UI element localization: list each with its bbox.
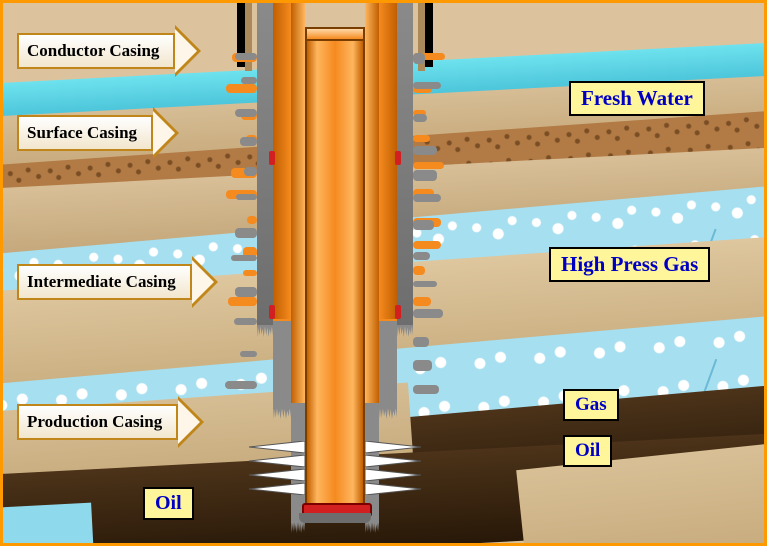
arrow-body: Conductor Casing	[17, 33, 175, 69]
perforation	[365, 469, 421, 481]
drip	[413, 337, 429, 346]
drip	[244, 167, 257, 175]
casing-coupling	[269, 305, 275, 319]
inter-casing-right	[365, 3, 379, 403]
drip	[413, 194, 441, 202]
arrow-point	[153, 107, 179, 159]
surface-casing-left	[273, 3, 291, 321]
drip	[413, 162, 444, 169]
casing-coupling	[269, 151, 275, 165]
perforation	[249, 455, 305, 467]
casing-arrow-1: Surface Casing	[17, 107, 179, 159]
stratum-water-corner	[0, 503, 95, 546]
arrow-body: Intermediate Casing	[17, 264, 192, 300]
tubing-top	[305, 27, 365, 41]
drip	[235, 228, 257, 239]
drip	[234, 318, 257, 324]
casing-arrow-2: Intermediate Casing	[17, 256, 218, 308]
drip	[236, 194, 257, 201]
formation-label-4: Oil	[143, 487, 194, 520]
drip	[413, 114, 427, 122]
inter-casing-left	[291, 3, 305, 403]
perforation	[365, 483, 421, 495]
drip	[413, 252, 430, 260]
cement-inter-left	[273, 321, 291, 409]
arrow-body: Surface Casing	[17, 115, 153, 151]
casing-arrow-0: Conductor Casing	[17, 25, 201, 77]
drip	[413, 297, 431, 306]
casing-shoe-base	[299, 513, 371, 523]
drip	[228, 297, 257, 306]
casing-coupling	[395, 305, 401, 319]
drip	[240, 351, 257, 357]
drip	[413, 135, 430, 142]
perforation	[365, 441, 421, 453]
drip	[413, 146, 437, 155]
formation-label-0: Fresh Water	[569, 81, 705, 116]
well-casing-diagram: Conductor Casing Surface Casing Intermedia…	[0, 0, 767, 546]
drip	[241, 77, 257, 84]
cement-inter-right	[379, 321, 397, 409]
drip	[247, 216, 257, 224]
drip	[413, 220, 434, 230]
cement-surface-right	[397, 3, 413, 327]
formation-label-3: Oil	[563, 435, 612, 467]
perforation	[365, 455, 421, 467]
formation-label-2: Gas	[563, 389, 619, 421]
arrow-point	[192, 256, 218, 308]
drip	[413, 360, 432, 370]
drip	[413, 281, 437, 288]
formation-label-1: High Press Gas	[549, 247, 710, 282]
drip	[413, 170, 437, 181]
drip	[413, 82, 441, 88]
casing-arrow-3: Production Casing	[17, 396, 204, 448]
arrow-body: Production Casing	[17, 404, 178, 440]
drip	[413, 241, 441, 249]
drip	[243, 270, 257, 276]
perforation	[249, 483, 305, 495]
drip	[226, 84, 257, 93]
drip	[235, 53, 257, 60]
drip	[235, 109, 257, 117]
production-tubing	[305, 27, 365, 515]
drip	[413, 385, 439, 394]
casing-coupling	[395, 151, 401, 165]
arrow-point	[178, 396, 204, 448]
perforation	[249, 441, 305, 453]
arrow-point	[175, 25, 201, 77]
drip	[413, 266, 425, 275]
drip	[231, 255, 257, 262]
perforation	[249, 469, 305, 481]
drip	[225, 381, 257, 389]
drip	[413, 53, 425, 64]
drip	[235, 287, 257, 297]
drip	[413, 309, 443, 318]
drip	[240, 137, 257, 146]
cement-surface-left	[257, 3, 273, 327]
